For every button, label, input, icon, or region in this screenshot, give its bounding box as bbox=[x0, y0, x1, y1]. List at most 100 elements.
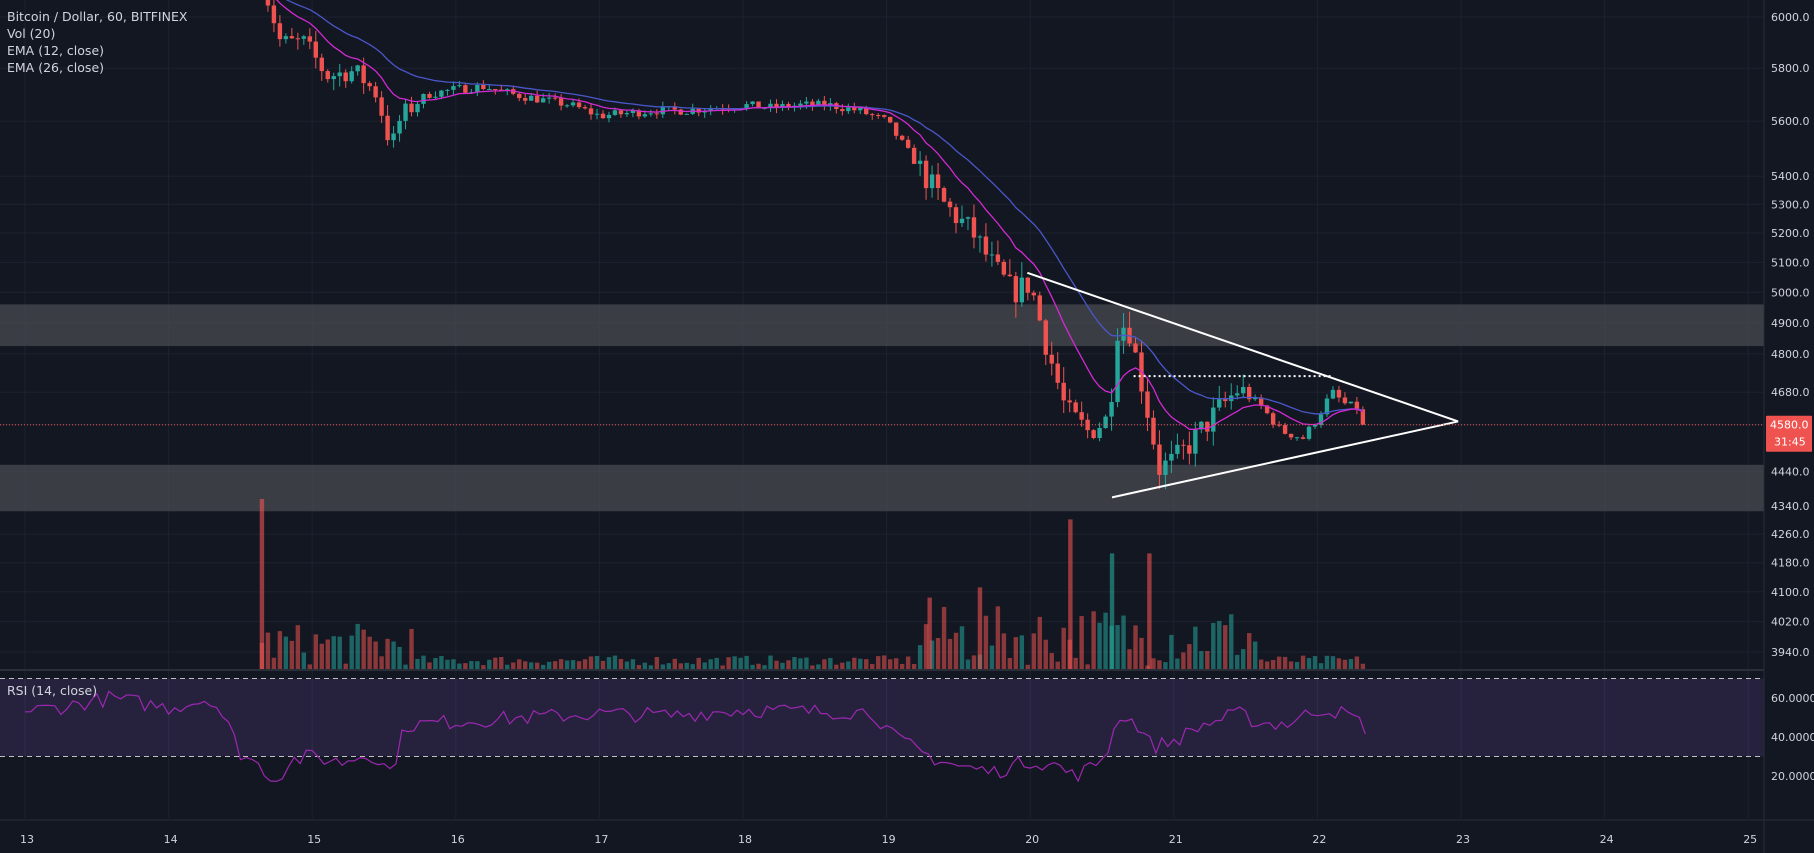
candle-body bbox=[1235, 393, 1240, 396]
ema12-legend[interactable]: EMA (12, close) bbox=[7, 43, 105, 58]
candle-body bbox=[481, 84, 486, 90]
rsi-tick-label: 60.0000 bbox=[1771, 692, 1814, 705]
time-tick-label: 13 bbox=[20, 833, 34, 846]
volume-bar bbox=[846, 661, 851, 669]
price-tick-label: 3940.0 bbox=[1771, 646, 1810, 659]
candle-body bbox=[840, 109, 845, 112]
volume-legend[interactable]: Vol (20) bbox=[7, 26, 56, 41]
ema12-line bbox=[276, 0, 1364, 430]
chart-legend: Bitcoin / Dollar, 60, BITFINEX Vol (20) … bbox=[7, 8, 187, 76]
candle-body bbox=[786, 104, 791, 108]
symbol-title[interactable]: Bitcoin / Dollar, 60, BITFINEX bbox=[7, 9, 188, 24]
volume-bar bbox=[1306, 658, 1312, 669]
volume-bar bbox=[624, 661, 630, 669]
volume-bar bbox=[935, 637, 941, 669]
candle-body bbox=[1031, 292, 1036, 296]
candle-body bbox=[552, 97, 558, 99]
volume-bar bbox=[834, 664, 839, 669]
price-zone bbox=[0, 304, 1764, 347]
volume-bars bbox=[259, 499, 1366, 669]
volume-bar bbox=[475, 661, 480, 669]
price-tick-label: 6000.0 bbox=[1771, 11, 1810, 24]
volume-bar bbox=[271, 657, 277, 669]
candle-body bbox=[899, 135, 905, 140]
candle-body bbox=[953, 207, 959, 224]
volume-bar bbox=[1079, 616, 1084, 669]
volume-bar bbox=[397, 646, 402, 669]
volume-bar bbox=[588, 656, 594, 669]
candle-body bbox=[1007, 274, 1013, 277]
volume-bar bbox=[534, 662, 540, 669]
volume-bar bbox=[511, 662, 516, 669]
ema26-legend[interactable]: EMA (26, close) bbox=[7, 60, 105, 75]
candle-body bbox=[1043, 320, 1048, 355]
volume-bar bbox=[343, 663, 348, 669]
candle-body bbox=[858, 107, 863, 111]
candle-body bbox=[1223, 399, 1228, 402]
volume-bar bbox=[319, 643, 324, 669]
volume-bar bbox=[313, 634, 318, 669]
volume-bar bbox=[780, 662, 785, 669]
volume-bar bbox=[349, 635, 354, 669]
time-tick-label: 24 bbox=[1600, 833, 1614, 846]
candle-body bbox=[283, 36, 289, 40]
volume-bar bbox=[570, 660, 576, 669]
candle-body bbox=[798, 103, 803, 106]
candle-body bbox=[1306, 426, 1312, 439]
candle-body bbox=[301, 36, 307, 39]
volume-bar bbox=[391, 641, 396, 669]
volume-bar bbox=[1037, 616, 1042, 669]
volume-bar bbox=[882, 655, 887, 669]
volume-bar bbox=[1205, 650, 1210, 669]
candle-body bbox=[1073, 402, 1078, 413]
candle-body bbox=[588, 108, 594, 115]
price-badge-bg bbox=[1766, 415, 1812, 452]
volume-bar bbox=[325, 639, 330, 669]
price-tick-label: 5300.0 bbox=[1771, 198, 1810, 211]
volume-bar bbox=[1073, 657, 1078, 669]
candle-body bbox=[1151, 417, 1156, 445]
time-tick-label: 16 bbox=[451, 833, 465, 846]
candle-body bbox=[995, 254, 1001, 262]
candle-body bbox=[415, 103, 420, 113]
candle-body bbox=[1211, 407, 1216, 432]
candle-body bbox=[523, 98, 528, 101]
price-tick-label: 4680.0 bbox=[1771, 386, 1810, 399]
candle-body bbox=[1181, 444, 1186, 446]
volume-bar bbox=[1133, 625, 1138, 669]
candle-body bbox=[1324, 398, 1330, 415]
volume-bar bbox=[876, 656, 881, 669]
candle-body bbox=[1193, 429, 1198, 454]
support-resistance-zones bbox=[0, 304, 1764, 512]
triangle-drawing[interactable] bbox=[0, 271, 1764, 499]
volume-bar bbox=[385, 638, 390, 669]
candle-body bbox=[810, 101, 815, 106]
volume-bar bbox=[1223, 625, 1228, 669]
volume-bar bbox=[1157, 660, 1162, 669]
candle-body bbox=[864, 107, 869, 115]
candle-body bbox=[1145, 391, 1150, 418]
candle-body bbox=[1258, 397, 1264, 406]
volume-bar bbox=[1163, 662, 1168, 669]
candle-body bbox=[1276, 424, 1282, 426]
rsi-legend[interactable]: RSI (14, close) bbox=[7, 683, 98, 698]
candle-body bbox=[373, 86, 378, 98]
candle-body bbox=[624, 113, 630, 115]
candle-body bbox=[1330, 389, 1336, 399]
volume-bar bbox=[1288, 661, 1294, 669]
volume-bar bbox=[493, 657, 498, 669]
candle-body bbox=[929, 174, 935, 189]
volume-bar bbox=[684, 662, 689, 669]
volume-bar bbox=[893, 658, 899, 669]
candle-body bbox=[1300, 437, 1306, 439]
candle-body bbox=[517, 93, 522, 99]
candle-body bbox=[911, 147, 917, 164]
volume-bar bbox=[923, 624, 929, 669]
candle-body bbox=[343, 72, 348, 82]
volume-bar bbox=[1199, 651, 1204, 669]
time-axis[interactable]: 13 14 15 16 17 18 19 20 21 22 23 24 25 bbox=[0, 819, 1814, 846]
volume-bar bbox=[1091, 611, 1096, 669]
volume-bar bbox=[1055, 661, 1060, 669]
candle-body bbox=[923, 160, 929, 189]
